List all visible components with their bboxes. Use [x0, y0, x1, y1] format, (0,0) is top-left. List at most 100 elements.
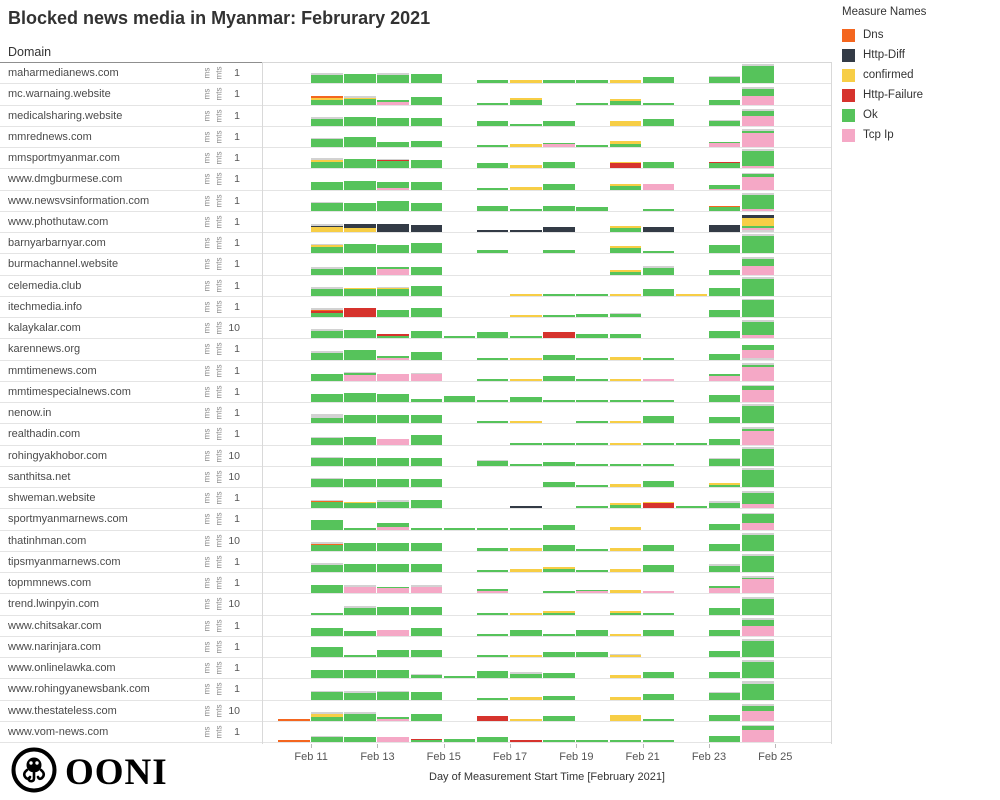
bar[interactable]	[344, 244, 376, 254]
domain-label[interactable]: mmsportmyanmar.com	[8, 152, 120, 165]
bar[interactable]	[510, 421, 542, 424]
bar[interactable]	[311, 266, 343, 275]
bar[interactable]	[410, 713, 443, 721]
bar[interactable]	[443, 336, 476, 339]
bar[interactable]	[344, 564, 376, 572]
bar[interactable]	[344, 95, 376, 105]
bar[interactable]	[543, 183, 575, 190]
bar[interactable]	[543, 544, 575, 551]
bar[interactable]	[410, 415, 443, 424]
bar[interactable]	[510, 629, 542, 636]
bar[interactable]	[311, 201, 343, 211]
bar[interactable]	[742, 64, 774, 84]
bar[interactable]	[742, 192, 774, 211]
bar[interactable]	[708, 205, 741, 211]
bar[interactable]	[311, 478, 343, 487]
bar[interactable]	[311, 736, 343, 742]
bar[interactable]	[742, 404, 774, 424]
bar[interactable]	[609, 334, 641, 339]
bar[interactable]	[377, 606, 409, 615]
domain-label[interactable]: rohingyakhobor.com	[8, 449, 108, 462]
bar[interactable]	[642, 565, 675, 572]
bar[interactable]	[311, 711, 343, 721]
bar[interactable]	[344, 457, 376, 466]
bar[interactable]	[410, 627, 443, 636]
bar[interactable]	[476, 378, 509, 381]
bar[interactable]	[510, 336, 542, 339]
bar[interactable]	[344, 371, 376, 381]
bar[interactable]	[311, 244, 343, 254]
bar[interactable]	[543, 695, 575, 700]
bar[interactable]	[377, 542, 409, 551]
bar[interactable]	[642, 378, 675, 381]
legend-item-diff[interactable]: Http-Diff	[842, 45, 998, 65]
bar[interactable]	[742, 320, 774, 339]
bar[interactable]	[543, 482, 575, 487]
bar[interactable]	[742, 617, 774, 636]
bar[interactable]	[609, 526, 641, 530]
bar[interactable]	[278, 740, 310, 742]
bar[interactable]	[675, 442, 708, 445]
legend-item-fail[interactable]: Http-Failure	[842, 85, 998, 105]
bar[interactable]	[344, 393, 376, 402]
bar[interactable]	[443, 396, 476, 402]
bar[interactable]	[742, 362, 774, 381]
bar[interactable]	[344, 585, 376, 594]
bar[interactable]	[510, 442, 542, 445]
bar[interactable]	[742, 554, 774, 572]
domain-label[interactable]: mmtimespecialnews.com	[8, 385, 131, 398]
bar[interactable]	[742, 385, 774, 402]
bar[interactable]	[609, 141, 641, 147]
bar[interactable]	[742, 172, 774, 190]
bar[interactable]	[742, 491, 774, 509]
bar[interactable]	[742, 149, 774, 169]
domain-label[interactable]: mmtimenews.com	[8, 364, 97, 377]
bar[interactable]	[642, 502, 675, 509]
bar[interactable]	[576, 740, 608, 742]
bar[interactable]	[609, 590, 641, 594]
bar[interactable]	[510, 612, 542, 615]
bar[interactable]	[476, 421, 509, 424]
bar[interactable]	[476, 145, 509, 147]
domain-label[interactable]: mc.warnaing.website	[8, 88, 111, 101]
legend-item-dns[interactable]: Dns	[842, 25, 998, 45]
bar[interactable]	[708, 269, 741, 275]
bar[interactable]	[642, 442, 675, 445]
bar[interactable]	[311, 414, 343, 424]
bar[interactable]	[543, 524, 575, 530]
bar[interactable]	[510, 718, 542, 721]
bar[interactable]	[344, 502, 376, 509]
bar[interactable]	[510, 655, 542, 657]
bar[interactable]	[742, 299, 774, 317]
bar[interactable]	[576, 652, 608, 657]
bar[interactable]	[510, 293, 542, 296]
bar[interactable]	[476, 459, 509, 466]
bar[interactable]	[609, 183, 641, 190]
bar[interactable]	[311, 95, 343, 105]
bar[interactable]	[543, 400, 575, 402]
bar[interactable]	[377, 479, 409, 487]
bar[interactable]	[543, 250, 575, 254]
bar[interactable]	[410, 674, 443, 679]
bar[interactable]	[543, 461, 575, 466]
bar[interactable]	[708, 417, 741, 424]
bar[interactable]	[576, 506, 608, 509]
bar[interactable]	[609, 654, 641, 657]
bar[interactable]	[476, 120, 509, 126]
bar[interactable]	[609, 80, 641, 84]
bar[interactable]	[344, 737, 376, 742]
domain-label[interactable]: www.vom-news.com	[8, 725, 109, 738]
bar[interactable]	[377, 587, 409, 594]
bar[interactable]	[410, 585, 443, 594]
bar[interactable]	[708, 651, 741, 657]
bar[interactable]	[410, 202, 443, 211]
bar[interactable]	[476, 589, 509, 594]
bar[interactable]	[510, 186, 542, 190]
bar[interactable]	[344, 308, 376, 317]
bar[interactable]	[609, 714, 641, 721]
domain-label[interactable]: tipsmyanmarnews.com	[8, 555, 121, 568]
bar[interactable]	[443, 527, 476, 530]
bar[interactable]	[510, 165, 542, 169]
bar[interactable]	[344, 180, 376, 190]
domain-label[interactable]: itechmedia.info	[8, 300, 82, 313]
